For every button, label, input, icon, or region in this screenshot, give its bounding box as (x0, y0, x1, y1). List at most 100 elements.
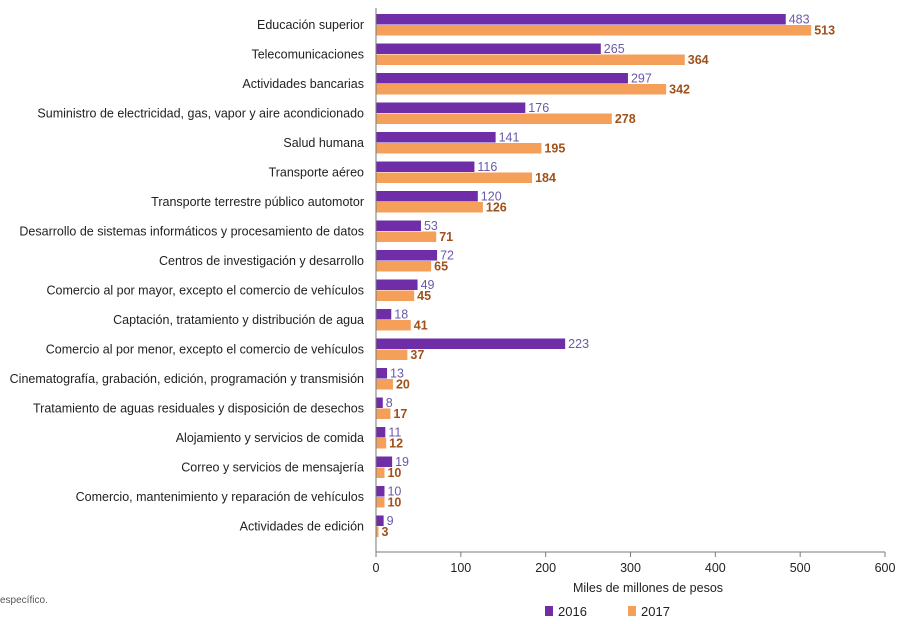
data-label-2017: 342 (669, 83, 690, 97)
bar-2017 (376, 438, 387, 449)
x-axis-title: Miles de millones de pesos (573, 581, 723, 595)
data-label-2017: 65 (434, 260, 448, 274)
data-label-2016: 223 (568, 337, 589, 351)
bar-2017 (376, 231, 437, 242)
bar-2017 (376, 320, 411, 331)
bar-2017 (376, 467, 385, 478)
legend-label-2016: 2016 (558, 604, 587, 619)
x-axis: 0 100 200 300 400 500 600 (373, 8, 896, 575)
bar-2017 (376, 202, 483, 213)
bar-2016 (376, 191, 478, 202)
data-label-2016: 483 (789, 13, 810, 27)
data-label-2017: 3 (382, 525, 389, 539)
data-label-2016: 120 (481, 190, 502, 204)
data-label-2017: 195 (544, 142, 565, 156)
bar-2017 (376, 84, 667, 95)
data-label-2017: 41 (414, 319, 428, 333)
category-label: Comercio al por mayor, excepto el comerc… (46, 284, 364, 298)
category-label: Tratamiento de aguas residuales y dispos… (33, 402, 364, 416)
x-tick-label: 300 (620, 561, 641, 575)
bar-2017 (376, 261, 432, 272)
bar-2016 (376, 368, 388, 379)
bar-2016 (376, 427, 386, 438)
data-label-2016: 116 (477, 160, 497, 174)
bar-2016 (376, 309, 392, 320)
bar-2016 (376, 73, 628, 84)
category-label: Educación superior (257, 18, 364, 32)
bar-2017 (376, 113, 612, 124)
legend-swatch-2017 (628, 606, 636, 616)
data-label-2017: 10 (387, 466, 401, 480)
bar-2017 (376, 172, 533, 183)
bar-2017 (376, 54, 685, 65)
data-label-2017: 17 (393, 407, 407, 421)
data-label-2017: 278 (615, 112, 636, 126)
data-label-2017: 12 (389, 437, 403, 451)
category-label: Suministro de electricidad, gas, vapor y… (37, 107, 364, 121)
data-label-2016: 72 (440, 249, 454, 263)
category-label: Captación, tratamiento y distribución de… (113, 313, 364, 327)
data-label-2017: 37 (410, 348, 424, 362)
data-label-2017: 126 (486, 201, 507, 215)
category-label: Telecomunicaciones (251, 48, 364, 62)
legend-label-2017: 2017 (641, 604, 670, 619)
data-label-2016: 49 (421, 278, 435, 292)
category-label: Comercio, mantenimiento y reparación de … (76, 490, 364, 504)
legend-swatch-2016 (545, 606, 553, 616)
data-label-2016: 297 (631, 72, 652, 86)
bar-2017 (376, 497, 385, 508)
bar-2017 (376, 143, 542, 154)
data-label-2017: 71 (439, 230, 453, 244)
data-label-2016: 11 (388, 426, 401, 440)
bar-2016 (376, 102, 526, 113)
category-label: Desarrollo de sistemas informáticos y pr… (19, 225, 364, 239)
data-label-2016: 19 (395, 455, 409, 469)
x-tick-label: 100 (450, 561, 471, 575)
legend: 2016 2017 (545, 604, 670, 619)
category-label: Cinematografía, grabación, edición, prog… (10, 372, 364, 386)
data-label-2017: 184 (535, 171, 556, 185)
bar-2016 (376, 14, 786, 25)
bar-2016 (376, 515, 384, 526)
bar-2017 (376, 526, 379, 537)
x-tick-label: 0 (373, 561, 380, 575)
footnote: específico. (0, 595, 48, 606)
data-label-2017: 20 (396, 378, 410, 392)
data-label-2016: 9 (387, 514, 394, 528)
bar-2016 (376, 161, 475, 172)
data-label-2016: 176 (528, 101, 549, 115)
bar-2016 (376, 132, 496, 143)
category-label: Centros de investigación y desarrollo (159, 254, 364, 268)
data-label-2017: 45 (417, 289, 431, 303)
category-label: Salud humana (283, 136, 364, 150)
bar-2016 (376, 250, 438, 261)
category-label: Actividades bancarias (242, 77, 364, 91)
data-label-2016: 265 (604, 42, 625, 56)
data-label-2016: 18 (394, 308, 408, 322)
data-label-2016: 10 (387, 485, 401, 499)
bar-2016 (376, 397, 383, 408)
bar-2017 (376, 349, 408, 360)
bar-2017 (376, 408, 391, 419)
x-tick-label: 200 (535, 561, 556, 575)
bar-2016 (376, 338, 566, 349)
category-label: Transporte terrestre público automotor (151, 195, 364, 209)
data-label-2016: 53 (424, 219, 438, 233)
bar-2017 (376, 379, 393, 390)
x-tick-label: 600 (875, 561, 896, 575)
data-label-2016: 141 (499, 131, 520, 145)
bars-layer (376, 14, 812, 537)
bar-2016 (376, 220, 421, 231)
bar-2017 (376, 290, 415, 301)
bar-2016 (376, 43, 601, 54)
category-label: Alojamiento y servicios de comida (176, 431, 364, 445)
x-tick-label: 400 (705, 561, 726, 575)
data-label-2016: 13 (390, 367, 404, 381)
bar-2016 (376, 486, 385, 497)
category-label: Correo y servicios de mensajería (181, 461, 364, 475)
category-label: Actividades de edición (240, 520, 364, 534)
bar-2016 (376, 456, 393, 467)
data-label-2016: 8 (386, 396, 393, 410)
category-label: Transporte aéreo (269, 166, 364, 180)
